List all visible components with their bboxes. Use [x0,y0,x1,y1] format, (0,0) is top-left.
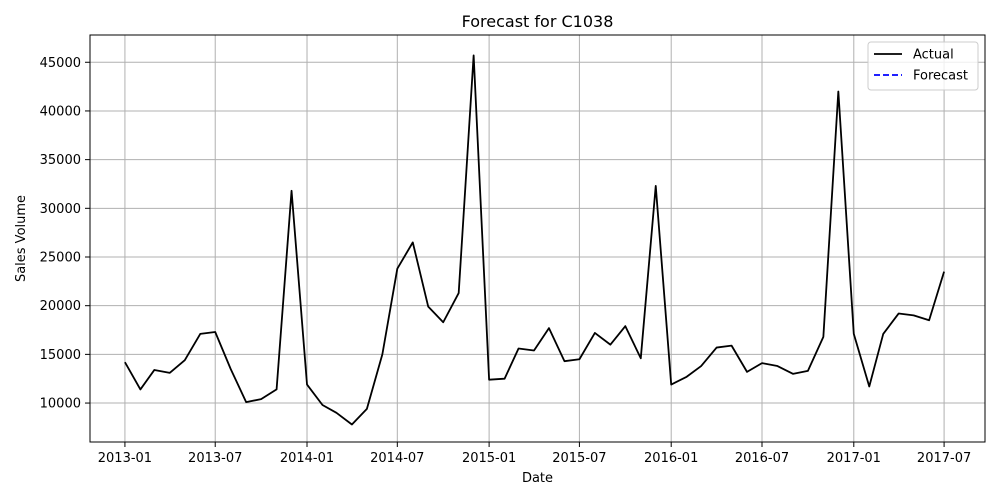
x-tick-label: 2017-01 [827,451,881,466]
chart-title: Forecast for C1038 [462,12,614,31]
y-tick-label: 30000 [40,202,81,217]
legend-label-forecast: Forecast [913,69,968,84]
y-tick-label: 45000 [40,56,81,71]
y-tick-label: 35000 [40,153,81,168]
grid-lines [90,35,985,442]
y-tick-label: 20000 [40,299,81,314]
x-tick-label: 2013-01 [98,451,152,466]
y-axis-ticks: 10000 15000 20000 25000 30000 35000 40000 45000 [40,56,90,412]
x-tick-label: 2016-07 [735,451,789,466]
x-axis-ticks: 2013-01 2013-07 2014-01 2014-07 2015-01 2015-… [98,442,971,466]
plot-frame [89,34,986,443]
x-tick-label: 2015-07 [552,451,606,466]
x-tick-label: 2017-07 [917,451,971,466]
x-tick-label: 2016-01 [644,451,698,466]
y-tick-label: 15000 [40,348,81,363]
x-tick-label: 2013-07 [188,451,242,466]
x-tick-label: 2015-01 [462,451,516,466]
y-axis-label: Sales Volume [14,195,29,282]
series-line-actual [124,54,945,426]
x-tick-label: 2014-07 [370,451,424,466]
series-layer [124,54,945,426]
legend-label-actual: Actual [913,48,954,63]
x-axis-label: Date [522,471,553,486]
legend: Actual Forecast [867,41,979,91]
y-tick-label: 25000 [40,251,81,266]
y-tick-label: 40000 [40,104,81,119]
x-tick-label: 2014-01 [280,451,334,466]
y-tick-label: 10000 [40,397,81,412]
